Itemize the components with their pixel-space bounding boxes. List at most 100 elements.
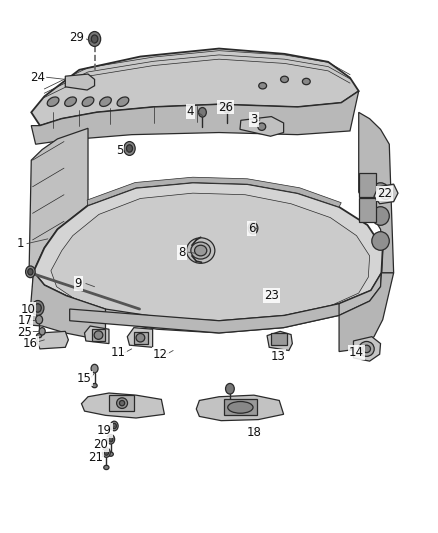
Polygon shape: [33, 182, 383, 321]
Text: 22: 22: [378, 187, 392, 200]
Ellipse shape: [136, 334, 145, 342]
Ellipse shape: [258, 123, 266, 131]
Polygon shape: [31, 49, 359, 126]
Text: 23: 23: [264, 289, 279, 302]
Polygon shape: [267, 332, 292, 351]
Polygon shape: [87, 177, 341, 207]
Ellipse shape: [281, 76, 288, 83]
Text: 8: 8: [178, 246, 186, 259]
Ellipse shape: [124, 142, 135, 156]
Ellipse shape: [94, 331, 103, 340]
Ellipse shape: [302, 78, 310, 85]
Polygon shape: [359, 112, 394, 273]
Ellipse shape: [104, 450, 109, 455]
Ellipse shape: [107, 434, 115, 444]
Ellipse shape: [109, 437, 113, 442]
Text: 5: 5: [116, 144, 123, 157]
Ellipse shape: [372, 207, 389, 225]
Ellipse shape: [82, 97, 94, 107]
Bar: [359, 198, 376, 222]
Bar: [92, 329, 106, 341]
Ellipse shape: [223, 103, 231, 113]
Text: 25: 25: [17, 326, 32, 339]
Text: 11: 11: [111, 346, 126, 359]
Bar: [109, 395, 134, 411]
Bar: [224, 399, 257, 415]
Ellipse shape: [259, 83, 267, 89]
Ellipse shape: [47, 97, 59, 107]
Ellipse shape: [108, 452, 113, 456]
Text: 16: 16: [23, 336, 38, 350]
Text: 9: 9: [74, 277, 82, 290]
Ellipse shape: [35, 316, 42, 324]
Text: 15: 15: [77, 372, 92, 385]
Ellipse shape: [127, 145, 133, 152]
Ellipse shape: [28, 269, 33, 275]
Text: 26: 26: [218, 101, 233, 114]
Polygon shape: [127, 328, 152, 348]
Text: 10: 10: [20, 303, 35, 316]
Ellipse shape: [198, 108, 206, 117]
Ellipse shape: [112, 423, 117, 429]
Text: 20: 20: [93, 438, 108, 451]
Bar: [134, 332, 148, 344]
Ellipse shape: [228, 401, 253, 413]
Ellipse shape: [39, 328, 45, 335]
Polygon shape: [353, 337, 381, 361]
Bar: [359, 173, 376, 197]
Ellipse shape: [25, 266, 35, 278]
Polygon shape: [65, 74, 95, 90]
Text: 14: 14: [349, 346, 364, 359]
Ellipse shape: [117, 398, 127, 408]
Text: 17: 17: [17, 314, 32, 327]
Polygon shape: [29, 128, 88, 272]
Bar: [271, 334, 287, 345]
Ellipse shape: [102, 448, 110, 457]
Ellipse shape: [248, 222, 258, 234]
Polygon shape: [70, 304, 339, 333]
Polygon shape: [32, 272, 381, 333]
Ellipse shape: [117, 97, 129, 107]
Text: 13: 13: [271, 350, 286, 364]
Ellipse shape: [110, 421, 118, 431]
Ellipse shape: [194, 245, 207, 256]
Text: 1: 1: [17, 237, 24, 250]
Polygon shape: [196, 395, 284, 421]
Ellipse shape: [226, 383, 234, 394]
Ellipse shape: [120, 400, 125, 406]
Text: 24: 24: [30, 71, 45, 84]
Ellipse shape: [91, 365, 98, 373]
Ellipse shape: [187, 238, 215, 263]
Ellipse shape: [363, 345, 371, 353]
Ellipse shape: [99, 97, 111, 107]
Text: 19: 19: [97, 424, 112, 437]
Ellipse shape: [380, 189, 391, 199]
Ellipse shape: [88, 31, 101, 46]
Ellipse shape: [104, 465, 109, 470]
Text: 18: 18: [247, 426, 261, 439]
Ellipse shape: [65, 97, 76, 107]
Ellipse shape: [36, 334, 42, 338]
Polygon shape: [36, 332, 68, 349]
Polygon shape: [29, 272, 106, 341]
Ellipse shape: [92, 383, 97, 387]
Polygon shape: [240, 117, 284, 136]
Text: 4: 4: [187, 105, 194, 118]
Ellipse shape: [372, 232, 389, 251]
Text: 3: 3: [250, 113, 258, 126]
Polygon shape: [374, 184, 398, 204]
Polygon shape: [85, 326, 109, 344]
Ellipse shape: [191, 242, 211, 259]
Ellipse shape: [251, 225, 255, 231]
Text: 21: 21: [88, 451, 103, 464]
Ellipse shape: [359, 342, 374, 357]
Ellipse shape: [372, 183, 389, 201]
Polygon shape: [51, 193, 370, 322]
Ellipse shape: [34, 304, 41, 312]
Polygon shape: [31, 91, 359, 144]
Text: 12: 12: [152, 348, 168, 361]
Text: 6: 6: [248, 222, 255, 235]
Polygon shape: [339, 273, 394, 352]
Polygon shape: [81, 393, 164, 418]
Text: 29: 29: [70, 31, 85, 44]
